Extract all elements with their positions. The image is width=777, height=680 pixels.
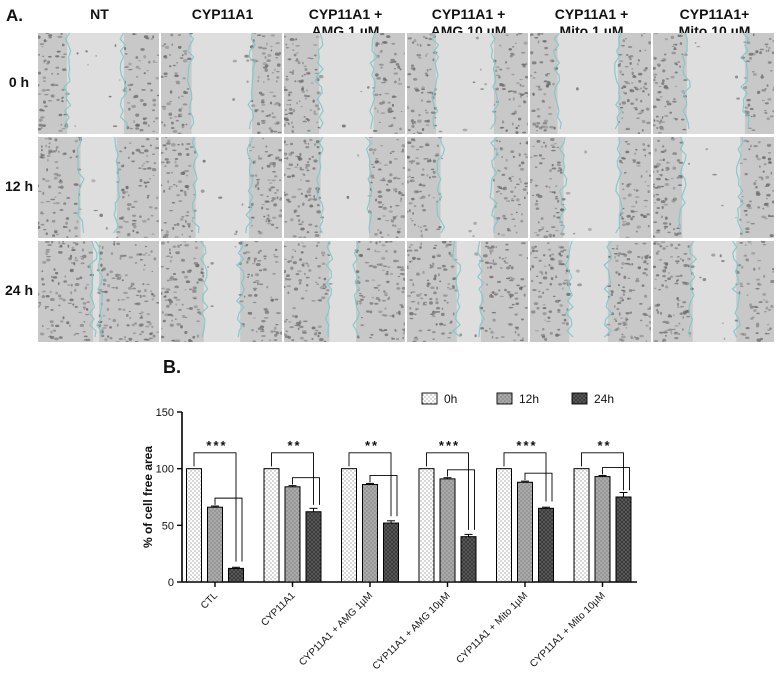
micrograph-tile (284, 33, 405, 134)
significance-label: ** (365, 438, 379, 453)
significance-bracket (348, 452, 392, 517)
micrograph-grid (38, 33, 776, 343)
micrograph-tile (38, 33, 159, 134)
micrograph-tile (38, 137, 159, 238)
column-header-line1: CYP11A1 + (554, 6, 629, 22)
micrograph-tile (284, 241, 405, 342)
x-tick-label: CYP11A1 + AMG 10µM (371, 590, 453, 672)
bar (284, 486, 301, 583)
micrograph-tile (653, 241, 774, 342)
legend-label: 12h (519, 392, 539, 406)
column-header-cyp11a1: CYP11A1 (161, 6, 284, 23)
significance-bracket-inner (214, 497, 243, 562)
significance-label: ** (287, 438, 301, 453)
micrograph-tile (530, 241, 651, 342)
bar (496, 468, 512, 583)
significance-bracket (503, 452, 547, 502)
column-header-line1: CYP11A1 (191, 6, 254, 22)
micrograph-tile (161, 241, 282, 342)
y-tick-label: 0 (168, 577, 174, 589)
x-tick-label: CYP11A1 + Mito 1µM (455, 590, 531, 666)
y-tick-label: 150 (156, 407, 174, 419)
micrograph-tile (38, 241, 159, 342)
row-label-12h: 12 h (4, 178, 33, 194)
bar (594, 476, 611, 583)
significance-label: *** (206, 438, 227, 453)
bar (341, 468, 357, 583)
significance-bracket (426, 452, 469, 530)
bar (538, 507, 554, 583)
micrograph-tile (653, 33, 774, 134)
significance-label: *** (439, 438, 460, 453)
micrograph-tile (161, 137, 282, 238)
bar (418, 468, 435, 583)
bar (383, 522, 399, 583)
micrograph-tile (530, 137, 651, 238)
micrograph-tile (407, 241, 528, 342)
micrograph-tile (161, 33, 282, 134)
legend-swatch (421, 392, 438, 405)
micrograph-tile (284, 137, 405, 238)
significance-bracket-inner (447, 469, 475, 530)
column-header-nt: NT (38, 6, 161, 23)
panel-b-label: B. (163, 357, 181, 377)
micrograph-tile (530, 33, 651, 134)
row-label-24h: 24 h (4, 282, 33, 298)
legend-label: 0h (444, 392, 457, 406)
bar (207, 506, 223, 583)
bar (305, 511, 322, 583)
y-tick-label: 50 (162, 520, 174, 532)
micrograph-tile (653, 137, 774, 238)
bar (186, 468, 202, 583)
column-header-line1: CYP11A1 + (308, 6, 383, 22)
significance-label: *** (516, 438, 537, 453)
row-label-0h: 0 h (8, 74, 30, 90)
column-header-line1: CYP11A1 + (431, 6, 506, 22)
significance-label: ** (597, 438, 611, 453)
bar-chart: 0 50 100 150 % of cell free area 0h 12h 24h CTL *… (141, 392, 637, 672)
x-tick-label: CYP11A1 + AMG 1µM (297, 590, 375, 668)
bar (615, 496, 632, 583)
significance-bracket (581, 452, 624, 491)
x-tick-label: CYP11A1 + Mito 10µM (528, 590, 608, 670)
panel-a-label: A. (6, 6, 23, 25)
micrograph-tile (407, 33, 528, 134)
x-tick-label: CYP11A1 (259, 590, 298, 629)
y-axis-label: % of cell free area (141, 446, 155, 548)
y-tick-label: 100 (156, 464, 174, 476)
significance-bracket-inner (369, 475, 398, 517)
column-header-line1: NT (90, 6, 109, 22)
legend-swatch (496, 392, 513, 405)
significance-bracket (193, 452, 237, 562)
bar (263, 468, 280, 583)
bar (439, 478, 456, 583)
significance-bracket-inner (602, 467, 630, 491)
column-header-line1: CYP11A1+ (679, 6, 750, 22)
bar (460, 536, 477, 583)
legend-label: 24h (594, 392, 614, 406)
bar (362, 484, 378, 583)
x-tick-label: CTL (199, 590, 220, 611)
significance-bracket-inner (524, 472, 553, 502)
bar (228, 567, 244, 583)
significance-bracket-inner (292, 477, 320, 505)
bar (573, 468, 590, 583)
bar (517, 481, 533, 583)
micrograph-tile (407, 137, 528, 238)
legend-swatch (571, 392, 588, 405)
significance-bracket (271, 452, 314, 505)
